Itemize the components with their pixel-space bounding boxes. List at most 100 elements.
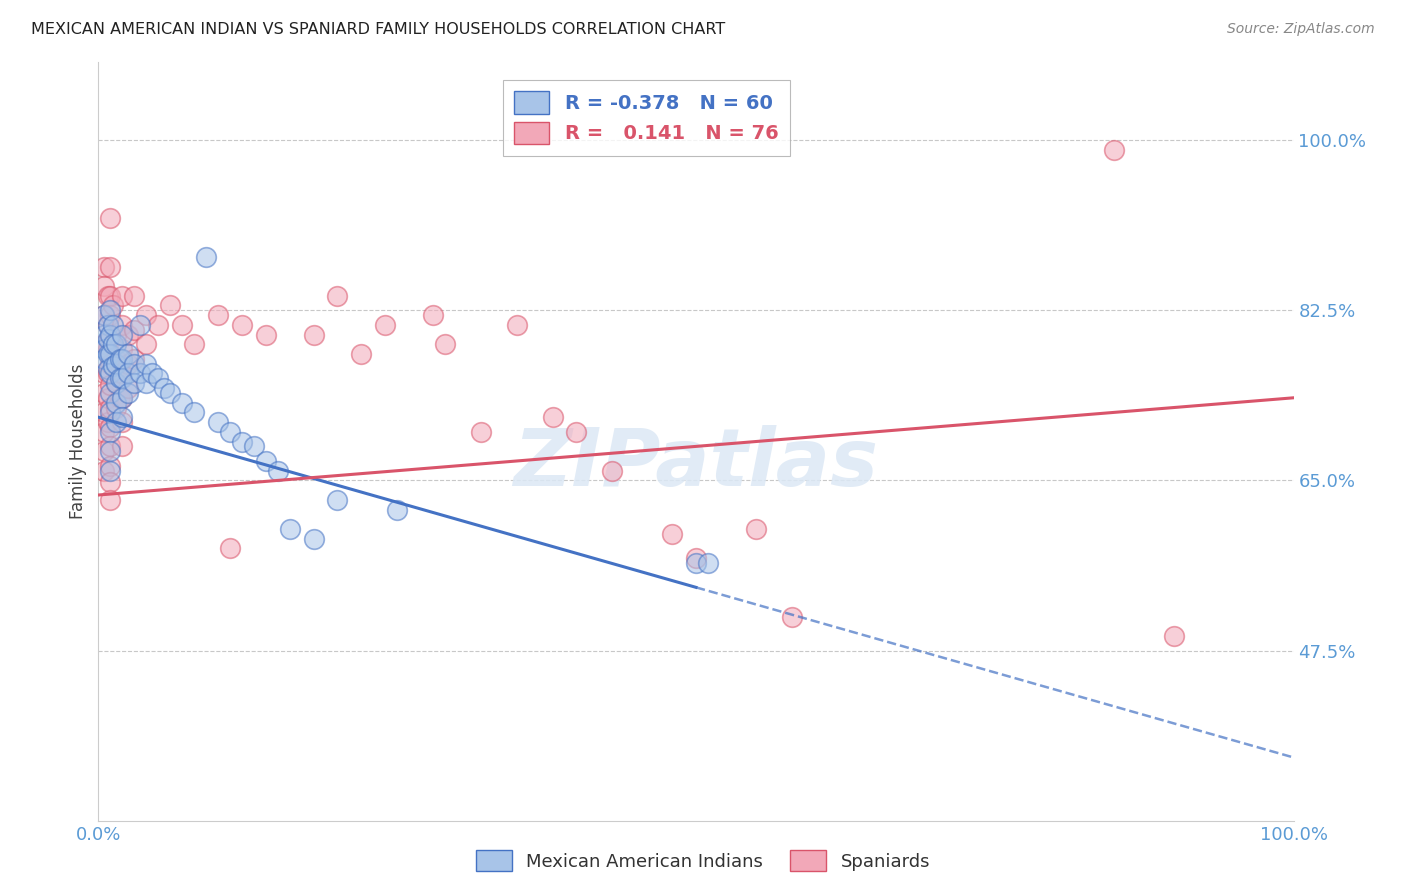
Point — [172, 318, 194, 332]
Point — [148, 371, 170, 385]
Point — [105, 327, 128, 342]
Point — [97, 391, 120, 405]
Point — [98, 458, 122, 473]
Point — [98, 420, 122, 434]
Point — [117, 327, 139, 342]
Point — [108, 367, 131, 381]
Point — [124, 289, 146, 303]
Point — [98, 464, 122, 478]
Point — [141, 367, 163, 381]
Point — [541, 410, 564, 425]
Point — [302, 532, 325, 546]
Point — [98, 492, 122, 507]
Point — [105, 401, 128, 415]
Point — [93, 308, 115, 322]
Text: ZIPatlas: ZIPatlas — [513, 425, 879, 503]
Point — [111, 439, 134, 453]
Point — [302, 327, 325, 342]
Point — [97, 318, 120, 332]
Point — [98, 378, 122, 392]
Legend: R = -0.378   N = 60, R =   0.141   N = 76: R = -0.378 N = 60, R = 0.141 N = 76 — [502, 79, 790, 156]
Point — [697, 556, 720, 570]
Point — [117, 381, 139, 395]
Point — [129, 318, 152, 332]
Point — [183, 337, 205, 351]
Point — [111, 371, 134, 385]
Point — [111, 367, 134, 381]
Point — [105, 376, 128, 391]
Legend: Mexican American Indians, Spaniards: Mexican American Indians, Spaniards — [468, 843, 938, 879]
Point — [111, 391, 134, 405]
Point — [135, 308, 157, 322]
Point — [254, 454, 277, 468]
Point — [97, 367, 120, 381]
Point — [105, 337, 128, 351]
Point — [105, 415, 128, 429]
Point — [98, 425, 122, 439]
Point — [101, 318, 124, 332]
Point — [98, 260, 122, 274]
Point — [780, 609, 803, 624]
Point — [172, 395, 194, 409]
Point — [111, 327, 134, 342]
Point — [93, 337, 115, 351]
Point — [231, 318, 253, 332]
Point — [278, 522, 301, 536]
Point — [350, 347, 373, 361]
Point — [111, 318, 134, 332]
Point — [159, 298, 181, 312]
Point — [93, 464, 115, 478]
Point — [207, 415, 229, 429]
Point — [422, 308, 444, 322]
Point — [98, 347, 122, 361]
Point — [105, 395, 128, 409]
Point — [98, 401, 122, 415]
Point — [93, 279, 115, 293]
Point — [97, 361, 120, 376]
Point — [124, 357, 146, 371]
Point — [98, 327, 122, 342]
Point — [105, 376, 128, 391]
Point — [124, 323, 146, 337]
Text: MEXICAN AMERICAN INDIAN VS SPANIARD FAMILY HOUSEHOLDS CORRELATION CHART: MEXICAN AMERICAN INDIAN VS SPANIARD FAMI… — [31, 22, 725, 37]
Point — [326, 289, 349, 303]
Point — [117, 367, 139, 381]
Point — [117, 357, 139, 371]
Point — [93, 308, 115, 322]
Point — [97, 415, 120, 429]
Point — [111, 410, 134, 425]
Point — [661, 527, 683, 541]
Point — [98, 289, 122, 303]
Point — [117, 347, 139, 361]
Point — [98, 439, 122, 453]
Point — [108, 351, 131, 366]
Point — [129, 367, 152, 381]
Point — [135, 357, 157, 371]
Point — [124, 351, 146, 366]
Point — [374, 318, 396, 332]
Point — [231, 434, 253, 449]
Point — [117, 386, 139, 401]
Point — [98, 386, 122, 401]
Point — [124, 376, 146, 391]
Point — [101, 359, 124, 373]
Point — [108, 391, 131, 405]
Point — [565, 425, 588, 439]
Point — [93, 444, 115, 458]
Point — [111, 391, 134, 405]
Point — [135, 337, 157, 351]
Point — [98, 211, 122, 225]
Point — [97, 342, 120, 356]
Point — [195, 250, 218, 264]
Point — [97, 333, 120, 347]
Point — [93, 405, 115, 419]
Point — [98, 333, 122, 347]
Point — [98, 303, 122, 318]
Point — [745, 522, 768, 536]
Point — [93, 260, 115, 274]
Point — [183, 405, 205, 419]
Point — [101, 337, 124, 351]
Point — [93, 367, 115, 381]
Point — [602, 464, 624, 478]
Point — [243, 439, 266, 453]
